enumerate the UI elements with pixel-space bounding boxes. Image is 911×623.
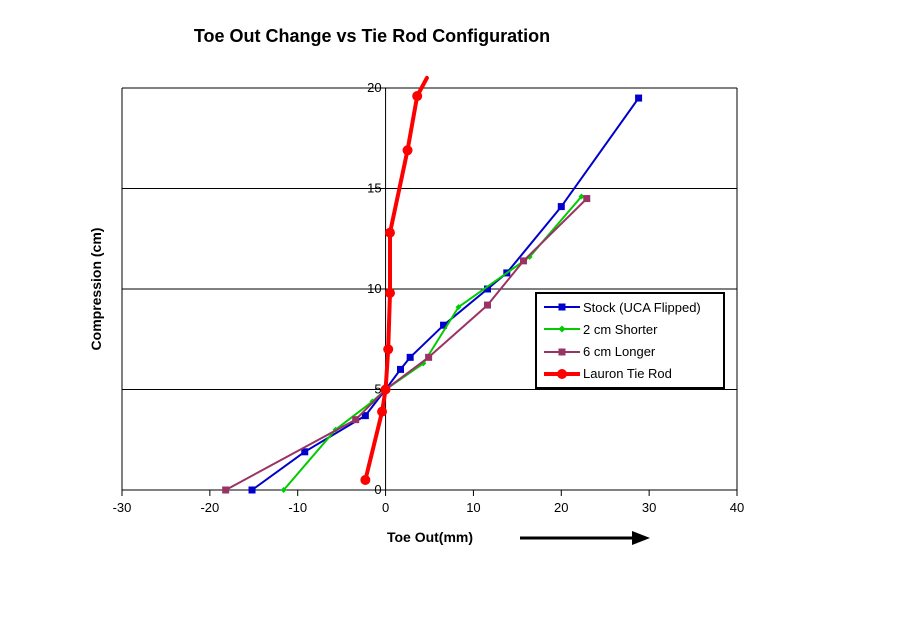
y-tick-label: 5 [374, 382, 381, 397]
legend-label: Lauron Tie Rod [583, 366, 672, 382]
series-lauron-tie-rod-marker [384, 227, 395, 238]
legend-label: 2 cm Shorter [583, 321, 658, 337]
chart-title: Toe Out Change vs Tie Rod Configuration [193, 26, 551, 46]
y-tick-label: 15 [367, 181, 381, 196]
series-stock-uca-flipped-marker [440, 321, 448, 329]
series-lauron-tie-rod-marker [383, 344, 394, 355]
legend-item-stock-uca-flipped: Stock (UCA Flipped) [543, 296, 723, 318]
series-6-cm-longer-marker [222, 486, 230, 494]
series-lauron-tie-rod-line [363, 75, 429, 482]
y-axis-title: Compression (cm) [88, 227, 104, 351]
x-tick-label: -30 [113, 500, 132, 515]
legend-swatch-diamond-icon [544, 325, 580, 333]
x-tick-label: 30 [642, 500, 656, 515]
series-stock-uca-flipped-marker [635, 94, 643, 102]
legend-label: Stock (UCA Flipped) [583, 299, 701, 315]
series-6-cm-longer-marker [520, 257, 528, 265]
series-lauron-tie-rod-marker [360, 474, 371, 485]
series-lauron-tie-rod-marker [402, 145, 413, 156]
series-2-cm-shorter-marker [280, 487, 287, 493]
series-stock-uca-flipped-marker [361, 412, 369, 420]
series-stock-uca-flipped-marker [397, 365, 405, 373]
series-2-cm-shorter-marker [455, 304, 462, 311]
x-tick-label: 10 [466, 500, 480, 515]
legend-label: 6 cm Longer [583, 344, 656, 360]
series-lauron-tie-rod-marker [380, 384, 391, 395]
x-tick-label: 40 [730, 500, 744, 515]
series-lauron-tie-rod-marker [384, 288, 395, 299]
legend-item-2-cm-shorter: 2 cm Shorter [543, 318, 723, 340]
series-6-cm-longer-marker [352, 416, 360, 424]
x-tick-label: 20 [554, 500, 568, 515]
series-lauron-tie-rod-marker [412, 91, 423, 102]
legend-swatch-circle-icon [544, 368, 580, 379]
legend-item-lauron-tie-rod: Lauron Tie Rod [543, 363, 723, 385]
series-stock-uca-flipped-marker [406, 353, 414, 361]
series-6-cm-longer-marker [425, 353, 433, 361]
series-2-cm-shorter-marker [578, 193, 585, 200]
y-tick-label: 10 [367, 281, 381, 296]
legend: Stock (UCA Flipped) 2 cm Shorter 6 cm Long… [535, 292, 725, 389]
x-tick-label: 0 [382, 500, 389, 515]
series-6-cm-longer-marker [483, 301, 491, 309]
series-stock-uca-flipped-marker [557, 203, 565, 211]
legend-swatch-square-icon [544, 348, 580, 356]
x-tick-label: -20 [200, 500, 219, 515]
series-stock-uca-flipped-marker [301, 448, 309, 456]
x-tick-label: -10 [288, 500, 307, 515]
series-6-cm-longer-marker [583, 195, 591, 203]
series-stock-uca-flipped-marker [483, 285, 491, 293]
series-stock-uca-flipped-marker [248, 486, 256, 494]
series-lauron-tie-rod-marker [377, 406, 388, 417]
legend-item-6-cm-longer: 6 cm Longer [543, 341, 723, 363]
direction-arrow-head [632, 531, 650, 545]
x-axis-title: Toe Out(mm) [386, 529, 474, 545]
y-tick-label: 0 [374, 482, 381, 497]
legend-swatch-square-icon [544, 303, 580, 311]
y-tick-label: 20 [367, 80, 381, 95]
